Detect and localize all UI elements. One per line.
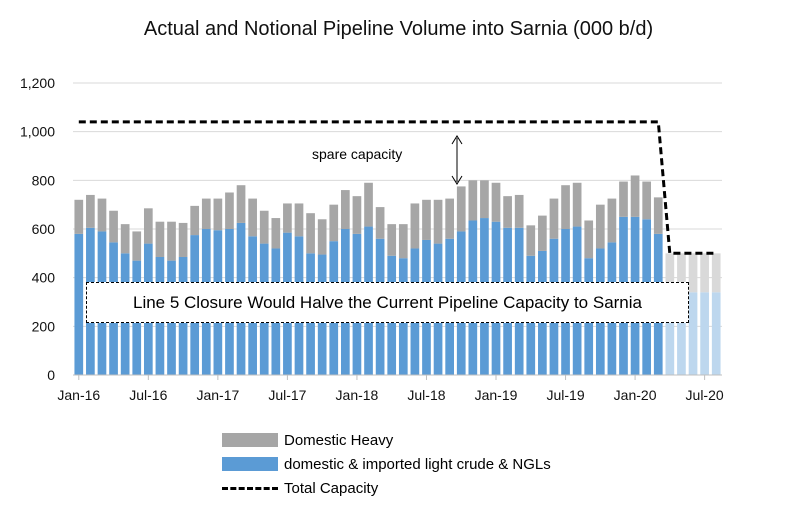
bar-heavy	[595, 204, 605, 249]
y-tick-label: 400	[32, 270, 56, 286]
bar-heavy	[642, 181, 652, 220]
bar-heavy	[433, 199, 443, 244]
bar-heavy	[549, 198, 559, 239]
bar-heavy	[86, 194, 95, 228]
bar-heavy	[317, 219, 327, 255]
bar-light	[665, 292, 675, 375]
legend-label-light: domestic & imported light crude & NGLs	[284, 455, 551, 473]
bar-heavy	[259, 210, 269, 244]
bar-heavy	[711, 253, 721, 293]
bar-heavy	[329, 204, 339, 242]
bar-heavy	[271, 218, 281, 249]
chart-plot: 0 200 400 600 800 1,000 1,200 Jan-16 Jul-16 Jan-1…	[20, 75, 724, 403]
bar-heavy	[456, 186, 466, 232]
bar-heavy	[398, 224, 408, 259]
spare-capacity-label: spare capacity	[312, 146, 403, 162]
bar-heavy	[306, 213, 315, 254]
bar-heavy	[410, 203, 420, 249]
x-tick-label: Jul-16	[129, 387, 167, 403]
legend-item-heavy: Domestic Heavy	[222, 428, 551, 452]
legend-swatch-heavy	[222, 433, 278, 447]
chart-title: Actual and Notional Pipeline Volume into…	[143, 18, 654, 40]
x-tick-label: Jul-19	[546, 387, 584, 403]
bar-heavy	[526, 225, 536, 256]
bar-heavy	[619, 181, 628, 217]
bar-heavy	[445, 198, 454, 239]
bar-heavy	[653, 197, 663, 234]
bar-light	[688, 292, 698, 375]
bars	[74, 175, 721, 375]
axes: 0 200 400 600 800 1,000 1,200 Jan-16 Jul-16 Jan-1…	[20, 75, 724, 403]
bar-light	[711, 292, 721, 375]
bar-heavy	[422, 199, 431, 240]
bar-heavy	[665, 253, 675, 293]
bar-heavy	[283, 203, 292, 233]
bar-heavy	[503, 196, 512, 228]
bar-heavy	[120, 224, 130, 254]
bar-heavy	[294, 203, 304, 237]
bar-heavy	[109, 210, 118, 243]
bar-heavy	[97, 198, 107, 232]
bar-heavy	[248, 198, 257, 237]
bar-heavy	[375, 207, 385, 239]
legend-item-light: domestic & imported light crude & NGLs	[222, 452, 551, 476]
bar-heavy	[167, 221, 176, 261]
bar-heavy	[700, 253, 709, 293]
bar-heavy	[468, 180, 478, 221]
x-tick-label: Jan-17	[196, 387, 239, 403]
bar-heavy	[688, 253, 698, 293]
y-tick-label: 0	[47, 367, 55, 383]
bar-heavy	[178, 222, 188, 257]
capacity-line-path	[78, 120, 717, 255]
bar-heavy	[607, 198, 617, 243]
bar-light	[74, 233, 84, 375]
bar-heavy	[538, 215, 547, 251]
y-tick-label: 1,000	[20, 124, 55, 140]
bar-heavy	[352, 196, 362, 234]
bar-heavy	[584, 220, 594, 259]
legend-item-capacity: Total Capacity	[222, 476, 551, 500]
x-tick-label: Jan-16	[57, 387, 100, 403]
legend: Domestic Heavy domestic & imported light…	[222, 428, 551, 500]
bar-light	[700, 292, 709, 375]
bar-heavy	[514, 194, 524, 228]
callout-box: Line 5 Closure Would Halve the Current P…	[86, 282, 689, 323]
spare-capacity-arrow	[451, 135, 463, 185]
x-tick-label: Jul-20	[686, 387, 724, 403]
bar-heavy	[213, 198, 223, 231]
capacity-line	[78, 120, 717, 255]
legend-label-capacity: Total Capacity	[284, 479, 379, 497]
bar-heavy	[74, 199, 84, 234]
bar-heavy	[143, 208, 153, 244]
bar-heavy	[491, 182, 501, 222]
bar-heavy	[677, 253, 686, 293]
y-tick-label: 200	[32, 318, 56, 334]
bar-heavy	[201, 198, 211, 229]
x-tick-label: Jan-19	[475, 387, 518, 403]
bar-heavy	[236, 185, 246, 223]
legend-label-heavy: Domestic Heavy	[284, 431, 394, 449]
bar-heavy	[572, 182, 582, 227]
bar-heavy	[364, 182, 373, 227]
bar-heavy	[190, 205, 200, 236]
bar-heavy	[387, 224, 397, 256]
bar-heavy	[630, 175, 640, 217]
bar-heavy	[132, 231, 142, 261]
legend-swatch-capacity	[222, 486, 278, 490]
legend-swatch-light	[222, 457, 278, 471]
bar-heavy	[225, 192, 234, 229]
bar-light	[677, 292, 686, 375]
x-tick-label: Jul-18	[407, 387, 445, 403]
bar-heavy	[341, 190, 350, 229]
y-tick-label: 600	[32, 221, 56, 237]
y-tick-label: 1,200	[20, 75, 55, 91]
bar-heavy	[480, 180, 489, 219]
x-tick-label: Jul-17	[268, 387, 306, 403]
bar-heavy	[561, 185, 570, 229]
x-tick-label: Jan-20	[614, 387, 657, 403]
y-tick-label: 800	[32, 172, 56, 188]
bar-heavy	[155, 221, 165, 257]
x-tick-label: Jan-18	[336, 387, 379, 403]
